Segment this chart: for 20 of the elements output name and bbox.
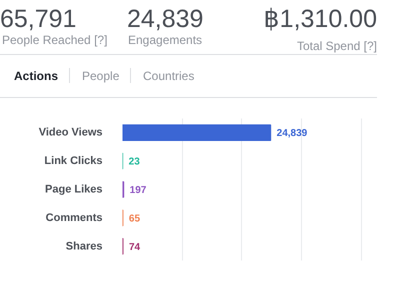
text: People <box>82 68 120 85</box>
data-label: 23 <box>128 156 140 168</box>
text: Engagements <box>128 32 202 49</box>
data-label: 24,839 <box>276 128 308 140</box>
y-tick-label: Comments <box>46 212 102 224</box>
text: ฿1,310.00 <box>264 4 377 35</box>
text: Actions <box>14 68 58 85</box>
text: Countries <box>143 68 194 85</box>
data-label: 197 <box>130 185 147 196</box>
text: 24,839 <box>127 4 204 35</box>
y-tick-label: Link Clicks <box>44 155 102 168</box>
bar <box>122 124 272 142</box>
y-tick-label: Shares <box>66 240 103 252</box>
text: 65,791 <box>0 4 76 35</box>
y-tick-label: Page Likes <box>45 184 103 196</box>
text: Total Spend [?] <box>296 38 377 55</box>
y-tick-label: Video Views <box>38 126 103 139</box>
text: People Reached [?] <box>2 32 108 49</box>
data-label: 65 <box>128 213 140 224</box>
data-label: 74 <box>128 242 141 253</box>
